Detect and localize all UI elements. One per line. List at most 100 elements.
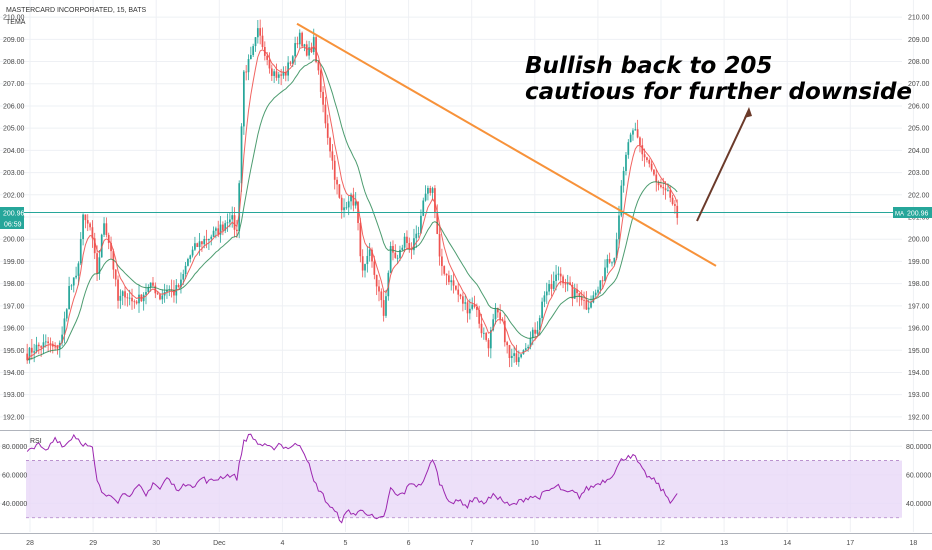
candle bbox=[604, 259, 606, 282]
candle-body bbox=[415, 233, 418, 239]
candle-body bbox=[54, 346, 56, 348]
candle-body bbox=[224, 223, 227, 231]
candle bbox=[240, 123, 243, 192]
price-tag-left-value: 200.96 bbox=[3, 211, 25, 218]
candle-body bbox=[238, 183, 241, 232]
rsi-tick-label-left: 40.0000 bbox=[2, 501, 27, 508]
candle-body bbox=[75, 275, 77, 278]
candle-body bbox=[541, 301, 543, 319]
candle-body bbox=[284, 72, 287, 76]
candle bbox=[352, 187, 355, 212]
candle-body bbox=[368, 249, 371, 256]
candle bbox=[70, 284, 73, 291]
price-axis-left[interactable]: 192.00 193.00 194.00 195.00 196.00 197.00 198.… bbox=[3, 15, 25, 422]
price-tick-label-right: 195.00 bbox=[908, 348, 930, 355]
candle bbox=[256, 20, 259, 44]
candle-body bbox=[417, 233, 420, 235]
candle bbox=[84, 214, 87, 229]
rsi-line bbox=[26, 433, 678, 524]
candle-body bbox=[452, 280, 455, 286]
candle-body bbox=[413, 238, 415, 251]
price-tick-label-left: 199.00 bbox=[3, 259, 25, 266]
candle-body bbox=[84, 214, 87, 221]
candle bbox=[462, 292, 464, 312]
candle-body bbox=[161, 295, 164, 300]
candle bbox=[135, 299, 138, 305]
candle bbox=[557, 266, 560, 281]
time-tick-label: 30 bbox=[152, 540, 160, 547]
rsi-pane[interactable]: RSI 40.0000 60.0000 80.0000 40.0000 60.0000… bbox=[0, 430, 932, 524]
candle bbox=[464, 295, 467, 310]
price-tick-label-left: 207.00 bbox=[3, 81, 25, 88]
candle bbox=[79, 232, 82, 266]
candle-body bbox=[105, 223, 108, 235]
trendline bbox=[296, 22, 717, 267]
price-tick-label-left: 204.00 bbox=[3, 148, 25, 155]
candle-body bbox=[333, 160, 336, 180]
time-axis[interactable]: 28 29 30 Dec 4 5 6 7 10 11 12 13 14 17 18 bbox=[0, 533, 932, 548]
candle-body bbox=[543, 295, 546, 302]
candle bbox=[627, 139, 630, 159]
candle-body bbox=[406, 236, 408, 244]
candle-body bbox=[256, 28, 259, 38]
price-axis-right[interactable]: 192.00 193.00 194.00 195.00 196.00 197.00 198.… bbox=[908, 15, 930, 422]
rsi-axis-right[interactable]: 40.0000 60.0000 80.0000 bbox=[906, 444, 931, 508]
candle-body bbox=[131, 297, 133, 302]
candle bbox=[527, 344, 529, 352]
candle-body bbox=[345, 207, 348, 209]
time-tick-label: 29 bbox=[89, 540, 97, 547]
candle bbox=[333, 154, 336, 190]
candle-body bbox=[231, 215, 234, 220]
price-tick-label-right: 199.00 bbox=[908, 259, 930, 266]
candle bbox=[289, 60, 292, 66]
candle-body bbox=[252, 46, 255, 56]
candle-body bbox=[520, 354, 522, 358]
candle-body bbox=[65, 309, 68, 319]
candle bbox=[275, 63, 278, 81]
candle bbox=[359, 217, 362, 263]
candle-body bbox=[44, 341, 47, 343]
candle-body bbox=[529, 337, 532, 347]
candle bbox=[247, 54, 250, 81]
candle bbox=[35, 336, 38, 354]
candle bbox=[119, 289, 122, 309]
candle bbox=[298, 29, 301, 49]
candle bbox=[294, 36, 296, 66]
price-tick-label-right: 193.00 bbox=[908, 392, 930, 399]
candle-body bbox=[634, 129, 637, 131]
candle bbox=[189, 254, 192, 263]
candle-body bbox=[166, 289, 168, 292]
candle-body bbox=[89, 223, 91, 228]
candle bbox=[28, 347, 31, 364]
time-tick-label: 13 bbox=[720, 540, 728, 547]
arrow-head bbox=[744, 107, 752, 118]
candle-body bbox=[275, 71, 278, 78]
candle-body bbox=[93, 238, 96, 254]
price-pane[interactable]: MASTERCARD INCORPORATED, 15, BATS TEMA B… bbox=[0, 0, 914, 532]
candle bbox=[242, 69, 245, 135]
candle-body bbox=[347, 201, 350, 208]
candle-body bbox=[340, 197, 343, 211]
price-tag-left-box bbox=[0, 207, 24, 218]
candle bbox=[187, 257, 189, 267]
arrow-shaft bbox=[696, 111, 749, 222]
candle bbox=[177, 283, 180, 288]
candle-body bbox=[82, 214, 84, 240]
price-grid bbox=[0, 0, 914, 532]
candle-body bbox=[156, 293, 159, 295]
candle bbox=[340, 194, 343, 219]
candle-body bbox=[289, 62, 292, 64]
rsi-axis-left[interactable]: 40.0000 60.0000 80.0000 bbox=[2, 444, 27, 508]
candle-body bbox=[606, 259, 609, 268]
rsi-tick-label-right: 60.0000 bbox=[906, 472, 931, 479]
candle bbox=[420, 209, 422, 234]
candle bbox=[131, 288, 133, 310]
candle bbox=[578, 293, 581, 307]
candle bbox=[520, 354, 522, 359]
price-tick-label-right: 209.00 bbox=[908, 37, 930, 44]
price-tick-label-right: 208.00 bbox=[908, 59, 930, 66]
price-tag-left-time-box bbox=[0, 218, 24, 229]
candle-body bbox=[205, 238, 208, 241]
candle bbox=[513, 346, 515, 363]
